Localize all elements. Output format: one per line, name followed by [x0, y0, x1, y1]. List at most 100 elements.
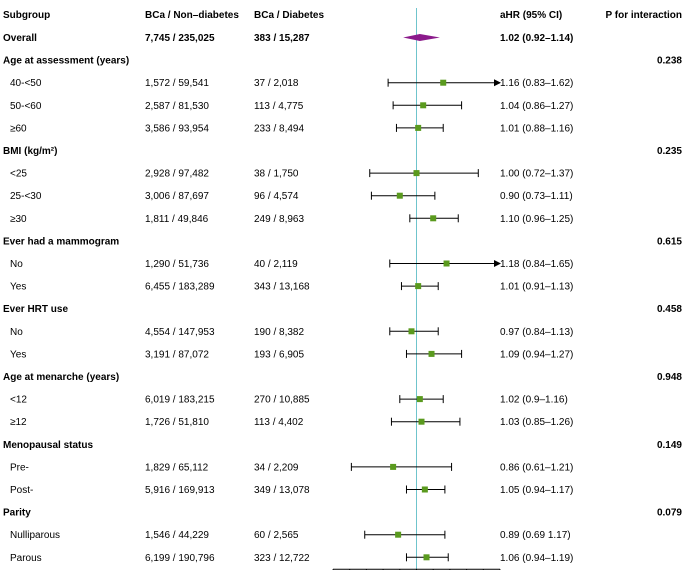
ci-text: 1.01 (0.88–1.16): [500, 123, 573, 134]
ci-text: 1.00 (0.72–1.37): [500, 169, 573, 180]
p-interaction-value: 0.615: [657, 236, 682, 247]
diabetes-count: 349 / 13,078: [254, 485, 310, 496]
header-ci: aHR (95% CI): [500, 10, 562, 21]
group-header-label: Parity: [3, 508, 31, 519]
header-col1: BCa / Non–diabetes: [145, 10, 239, 21]
ci-text: 1.09 (0.94–1.27): [500, 349, 573, 360]
non-diabetes-count: 1,829 / 65,112: [145, 462, 209, 473]
group-header-label: BMI (kg/m²): [3, 146, 57, 157]
estimate-marker: [408, 328, 415, 335]
overall-diamond: [403, 34, 440, 41]
group-header-label: Age at assessment (years): [3, 56, 129, 67]
non-diabetes-count: 6,199 / 190,796: [145, 553, 215, 564]
overall-label: Overall: [3, 33, 37, 44]
p-interaction-value: 0.238: [657, 56, 682, 67]
estimate-marker: [420, 102, 427, 109]
non-diabetes-count: 2,928 / 97,482: [145, 169, 209, 180]
non-diabetes-count: 1,726 / 51,810: [145, 417, 209, 428]
estimate-marker: [418, 418, 425, 425]
diabetes-count: 38 / 1,750: [254, 169, 299, 180]
estimate-marker: [423, 554, 430, 561]
subgroup-label: 25-<30: [10, 191, 42, 202]
non-diabetes-count: 1,546 / 44,229: [145, 530, 209, 541]
ci-text: 1.10 (0.96–1.25): [500, 214, 573, 225]
ci-text: 0.90 (0.73–1.11): [500, 191, 573, 202]
estimate-marker: [416, 396, 423, 403]
ci-text: 1.02 (0.92–1.14): [500, 33, 573, 44]
subgroup-label: Yes: [10, 349, 26, 360]
header-subgroup: Subgroup: [3, 10, 50, 21]
subgroup-label: No: [10, 327, 23, 338]
diabetes-count: 270 / 10,885: [254, 395, 310, 406]
ci-text: 1.01 (0.91–1.13): [500, 282, 573, 293]
subgroup-label: ≥12: [10, 417, 27, 428]
ci-text: 1.04 (0.86–1.27): [500, 101, 573, 112]
non-diabetes-count: 3,586 / 93,954: [145, 123, 209, 134]
diabetes-count: 343 / 13,168: [254, 282, 310, 293]
p-interaction-value: 0.458: [657, 304, 682, 315]
non-diabetes-count: 6,019 / 183,215: [145, 395, 215, 406]
diabetes-count: 190 / 8,382: [254, 327, 304, 338]
estimate-marker: [415, 124, 422, 131]
non-diabetes-count: 1,572 / 59,541: [145, 78, 209, 89]
p-interaction-value: 0.149: [657, 440, 682, 451]
estimate-marker: [443, 260, 450, 267]
header-col2: BCa / Diabetes: [254, 10, 324, 21]
subgroup-label: ≥60: [10, 123, 27, 134]
ci-text: 1.03 (0.85–1.26): [500, 417, 573, 428]
ci-text: 0.89 (0.69 1.17): [500, 530, 571, 541]
ci-text: 1.06 (0.94–1.19): [500, 553, 573, 564]
diabetes-count: 96 / 4,574: [254, 191, 299, 202]
non-diabetes-count: 7,745 / 235,025: [145, 33, 215, 44]
non-diabetes-count: 6,455 / 183,289: [145, 282, 215, 293]
ci-text: 0.86 (0.61–1.21): [500, 462, 573, 473]
subgroup-label: ≥30: [10, 214, 27, 225]
diabetes-count: 34 / 2,209: [254, 462, 299, 473]
ci-text: 1.18 (0.84–1.65): [500, 259, 573, 270]
estimate-marker: [415, 283, 422, 290]
diabetes-count: 113 / 4,402: [254, 417, 304, 428]
group-header-label: Ever had a mammogram: [3, 236, 119, 247]
diabetes-count: 233 / 8,494: [254, 123, 304, 134]
diabetes-count: 383 / 15,287: [254, 33, 310, 44]
non-diabetes-count: 1,811 / 49,846: [145, 214, 209, 225]
estimate-marker: [428, 350, 435, 357]
diabetes-count: 40 / 2,119: [254, 259, 298, 270]
subgroup-label: Pre-: [10, 462, 29, 473]
diabetes-count: 113 / 4,775: [254, 101, 304, 112]
diabetes-count: 37 / 2,018: [254, 78, 299, 89]
non-diabetes-count: 4,554 / 147,953: [145, 327, 215, 338]
group-header-label: Age at menarche (years): [3, 372, 119, 383]
diabetes-count: 249 / 8,963: [254, 214, 304, 225]
ci-arrow: [494, 79, 501, 87]
estimate-marker: [430, 215, 437, 222]
estimate-marker: [413, 170, 420, 177]
header-p-interaction: P for interaction: [606, 10, 683, 21]
diabetes-count: 323 / 12,722: [254, 553, 310, 564]
estimate-marker: [440, 79, 447, 86]
p-interaction-value: 0.948: [657, 372, 682, 383]
diabetes-count: 193 / 6,905: [254, 349, 304, 360]
subgroup-label: 40-<50: [10, 78, 42, 89]
non-diabetes-count: 3,191 / 87,072: [145, 349, 209, 360]
subgroup-label: Nulliparous: [10, 530, 60, 541]
subgroup-label: Yes: [10, 282, 26, 293]
subgroup-label: Post-: [10, 485, 33, 496]
non-diabetes-count: 2,587 / 81,530: [145, 101, 209, 112]
non-diabetes-count: 1,290 / 51,736: [145, 259, 209, 270]
subgroup-label: <12: [10, 395, 27, 406]
group-header-label: Ever HRT use: [3, 304, 68, 315]
estimate-marker: [421, 486, 428, 493]
rows: Overall 7,745 / 235,025 383 / 15,287 1.02 (…: [3, 33, 682, 564]
ci-arrow: [494, 260, 501, 267]
non-diabetes-count: 3,006 / 87,697: [145, 191, 209, 202]
ci-text: 0.97 (0.84–1.13): [500, 327, 573, 338]
subgroup-label: Parous: [10, 553, 42, 564]
subgroup-label: <25: [10, 169, 27, 180]
p-interaction-value: 0.079: [657, 508, 682, 519]
estimate-marker: [395, 531, 402, 538]
ci-text: 1.02 (0.9–1.16): [500, 395, 568, 406]
p-interaction-value: 0.235: [657, 146, 682, 157]
group-header-label: Menopausal status: [3, 440, 93, 451]
